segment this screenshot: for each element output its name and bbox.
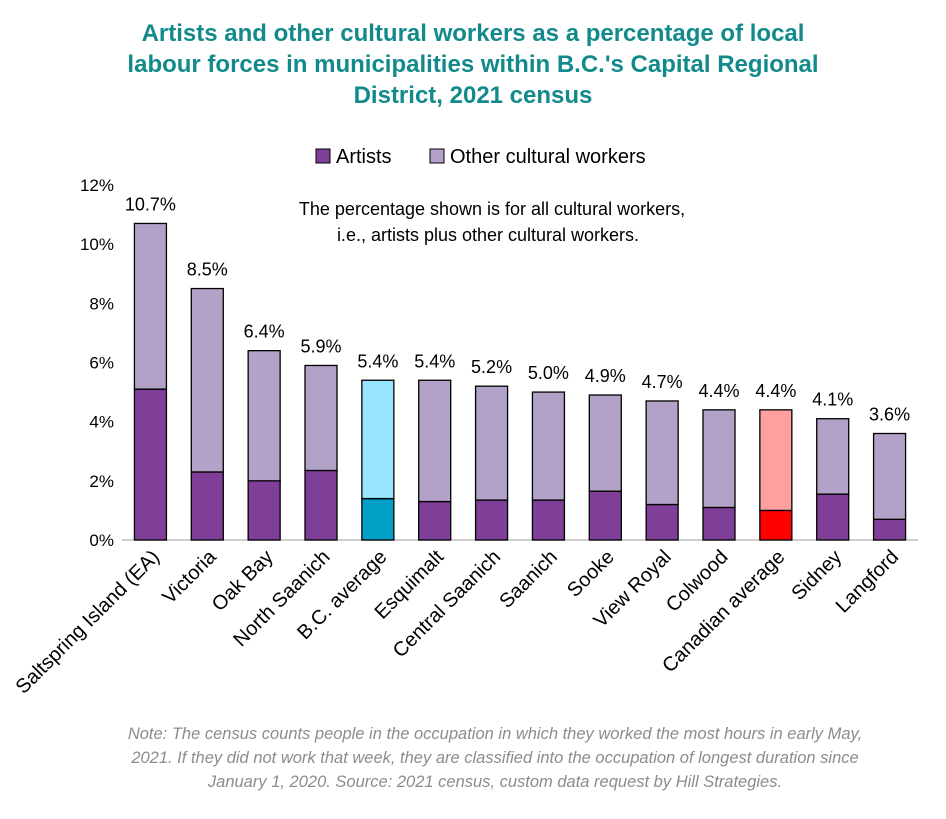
bar-other-cultural-workers bbox=[418, 379, 452, 503]
bar-artists bbox=[816, 493, 850, 541]
y-tick-label: 0% bbox=[89, 531, 114, 550]
x-tick-label: Saanich bbox=[495, 546, 562, 613]
bar-other-cultural-workers bbox=[361, 379, 395, 500]
x-tick-label: Central Saanich bbox=[389, 546, 505, 662]
data-label: 5.0% bbox=[528, 363, 569, 383]
bar-artists bbox=[702, 506, 736, 541]
bar-other-cultural-workers bbox=[531, 391, 566, 501]
chart-title-line: labour forces in municipalities within B… bbox=[127, 51, 819, 78]
data-label: 5.9% bbox=[300, 336, 341, 356]
x-tick-label: Saltspring Island (EA) bbox=[12, 546, 164, 698]
data-label: 5.4% bbox=[414, 351, 455, 371]
y-tick-label: 8% bbox=[89, 294, 114, 313]
bar-artists bbox=[190, 471, 224, 541]
bar-artists bbox=[304, 469, 338, 541]
y-tick-label: 2% bbox=[89, 472, 114, 491]
note-line: January 1, 2020. Source: 2021 census, cu… bbox=[207, 773, 783, 791]
y-tick-label: 12% bbox=[80, 176, 114, 195]
legend-swatch-artists bbox=[315, 148, 331, 164]
chart-title-line: District, 2021 census bbox=[353, 82, 593, 109]
bar-artists bbox=[133, 388, 168, 541]
bar-other-cultural-workers bbox=[645, 400, 679, 506]
bar-other-cultural-workers bbox=[702, 409, 736, 509]
legend-swatch-other bbox=[429, 148, 445, 164]
data-label: 4.9% bbox=[585, 366, 626, 386]
annotation-line: The percentage shown is for all cultural… bbox=[299, 199, 685, 219]
data-label: 5.2% bbox=[471, 357, 512, 377]
legend-label-other: Other cultural workers bbox=[450, 146, 646, 168]
bars: 10.7% 8.5% 6.4% 5.9% 5.4% 5.4% 5.2% 5.0% 4.9% 4.7… bbox=[125, 194, 910, 541]
chart-note: Note: The census counts people in the oc… bbox=[60, 722, 930, 794]
data-label: 4.4% bbox=[698, 381, 739, 401]
chart-title-line: Artists and other cultural workers as a … bbox=[141, 20, 805, 47]
x-tick-label: Langford bbox=[832, 546, 903, 617]
bar-other-cultural-workers bbox=[872, 432, 907, 520]
note-line: Note: The census counts people in the oc… bbox=[127, 725, 863, 743]
bar-artists bbox=[418, 500, 452, 541]
data-label: 4.1% bbox=[812, 390, 853, 410]
bar-other-cultural-workers bbox=[816, 418, 850, 495]
bar-artists bbox=[872, 518, 907, 541]
bar-other-cultural-workers bbox=[474, 385, 509, 501]
data-label: 6.4% bbox=[244, 322, 285, 342]
data-label: 3.6% bbox=[869, 405, 910, 425]
bar-artists bbox=[588, 490, 622, 541]
bar-artists bbox=[361, 497, 395, 541]
bar-artists bbox=[247, 480, 281, 541]
annotation-line: i.e., artists plus other cultural worker… bbox=[337, 225, 639, 245]
bar-artists bbox=[645, 503, 679, 541]
chart-title: Artists and other cultural workers as a … bbox=[80, 18, 866, 111]
y-tick-label: 10% bbox=[80, 235, 114, 254]
chart-annotation: The percentage shown is for all cultural… bbox=[299, 199, 685, 245]
data-label: 4.7% bbox=[642, 372, 683, 392]
bar-artists bbox=[759, 509, 793, 541]
bar-artists bbox=[531, 499, 566, 541]
data-label: 5.4% bbox=[357, 351, 398, 371]
bar-other-cultural-workers bbox=[133, 222, 168, 390]
y-tick-label: 6% bbox=[89, 354, 114, 373]
bar-other-cultural-workers bbox=[759, 409, 793, 512]
bar-other-cultural-workers bbox=[588, 394, 622, 492]
x-tick-label: Sooke bbox=[563, 546, 619, 602]
y-tick-label: 4% bbox=[89, 413, 114, 432]
bar-other-cultural-workers bbox=[304, 364, 338, 472]
legend-label-artists: Artists bbox=[336, 146, 392, 168]
bar-other-cultural-workers bbox=[247, 350, 281, 482]
data-label: 8.5% bbox=[187, 260, 228, 280]
bar-other-cultural-workers bbox=[190, 287, 224, 473]
data-label: 10.7% bbox=[125, 194, 176, 214]
legend: Artists Other cultural workers bbox=[315, 146, 646, 168]
data-label: 4.4% bbox=[755, 381, 796, 401]
note-line: 2021. If they did not work that week, th… bbox=[131, 749, 859, 767]
bar-artists bbox=[474, 499, 509, 541]
